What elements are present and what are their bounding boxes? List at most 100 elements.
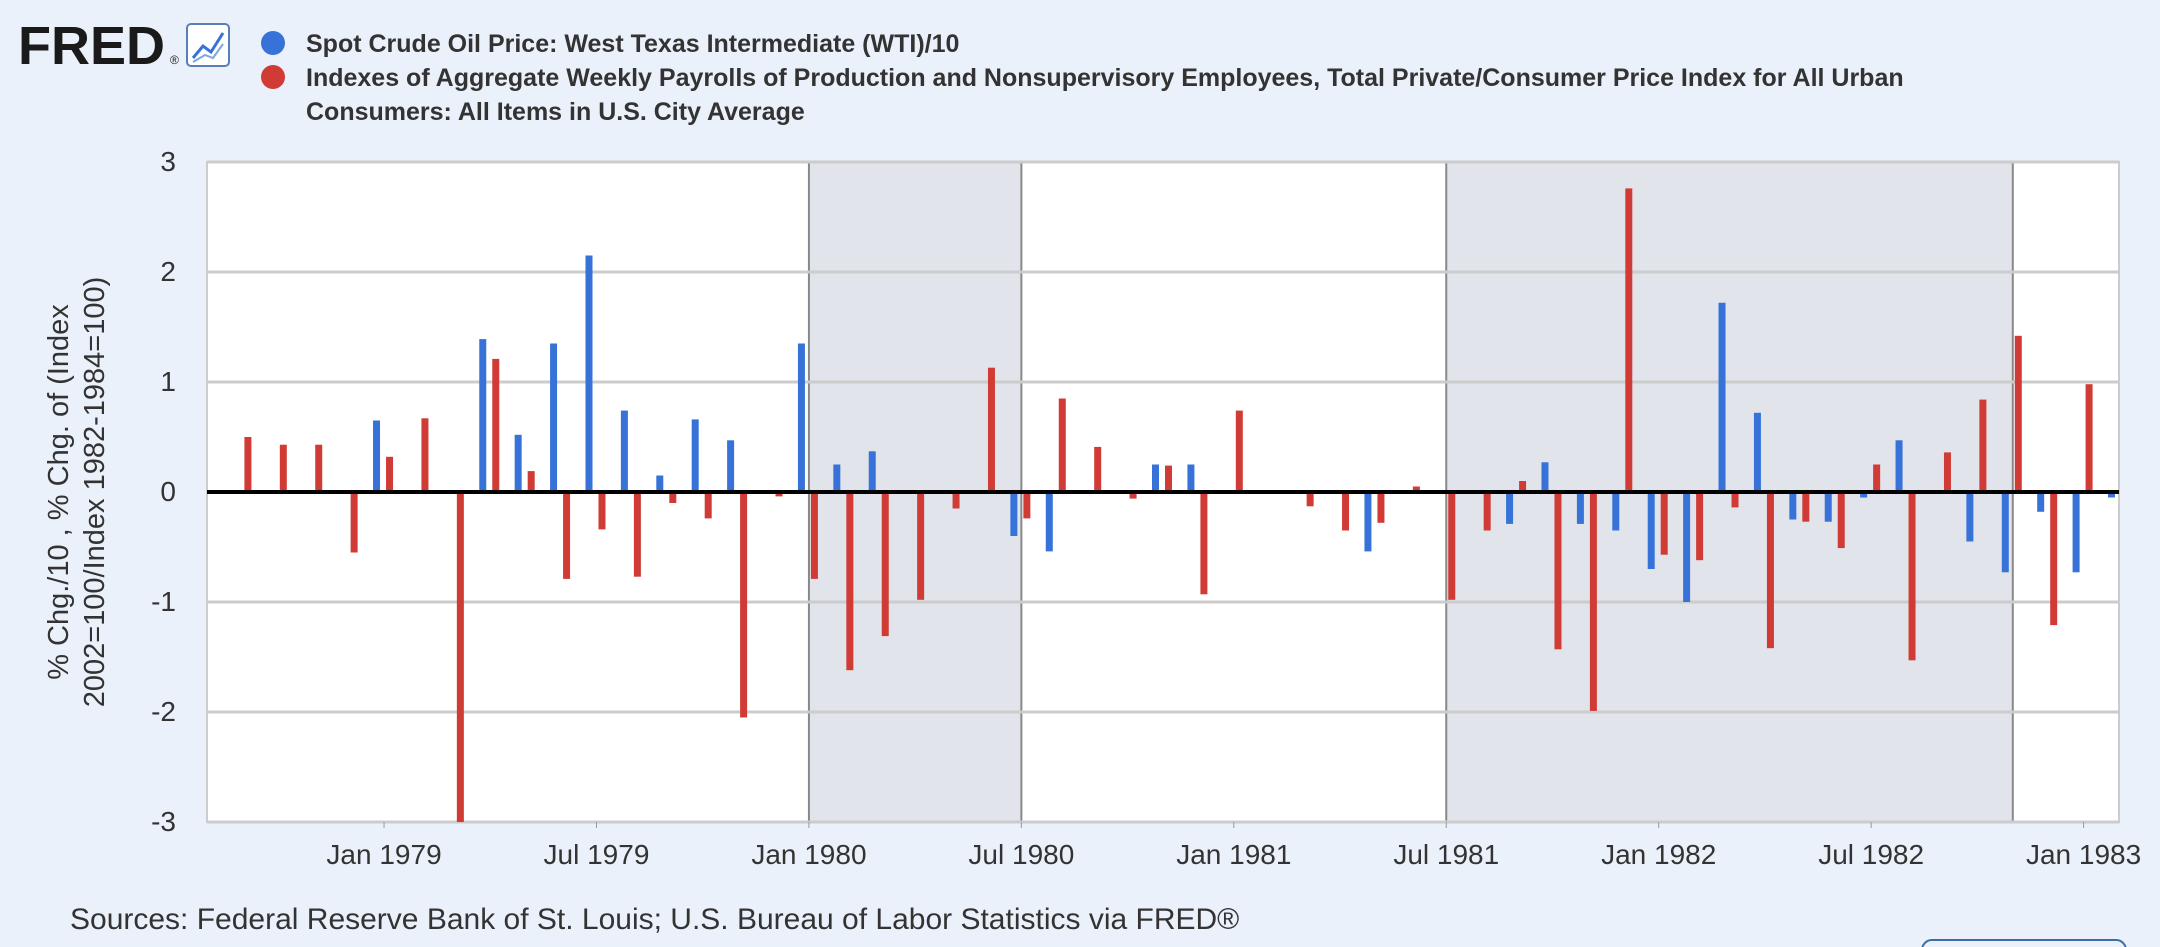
- bar-wti: [833, 464, 841, 492]
- bar-payrolls: [1483, 492, 1491, 531]
- bar-payrolls: [2050, 492, 2058, 626]
- bar-wti: [479, 339, 487, 492]
- bar-wti: [514, 434, 522, 492]
- bar-wti: [550, 343, 558, 492]
- legend: Spot Crude Oil Price: West Texas Interme…: [261, 30, 1904, 126]
- bar-payrolls: [952, 492, 960, 509]
- bar-payrolls: [881, 492, 889, 637]
- bar-payrolls: [386, 456, 394, 492]
- bar-payrolls: [1165, 465, 1172, 492]
- y-tick-label: 0: [160, 476, 176, 507]
- legend-label-wti: Spot Crude Oil Price: West Texas Interme…: [306, 30, 959, 58]
- y-tick-label: 3: [160, 146, 176, 177]
- bar-payrolls: [1377, 492, 1385, 523]
- bar-wti: [691, 419, 699, 492]
- bar-wti: [1647, 492, 1655, 569]
- fred-logo[interactable]: FRED ®: [18, 16, 179, 76]
- bar-wti: [1576, 492, 1584, 524]
- bar-wti: [1187, 464, 1195, 492]
- bar-wti: [2037, 492, 2045, 512]
- bar-payrolls: [1908, 492, 1916, 661]
- bar-payrolls: [1731, 492, 1739, 508]
- x-tick-label: Jan 1980: [751, 839, 866, 870]
- bar-payrolls: [1306, 492, 1314, 507]
- bar-payrolls: [1943, 452, 1951, 492]
- bar-wti: [868, 451, 876, 492]
- bar-payrolls: [244, 437, 252, 492]
- bar-payrolls: [563, 492, 571, 579]
- bar-payrolls: [1200, 492, 1208, 595]
- bar-payrolls: [2014, 335, 2022, 492]
- bar-payrolls: [846, 492, 854, 671]
- x-tick-label: Jul 1982: [1818, 839, 1924, 870]
- bar-payrolls: [1448, 492, 1456, 600]
- y-axis-ticks: 3 2 1 0 -1 -2 -3: [151, 146, 176, 837]
- bar-wti: [2108, 492, 2115, 498]
- bar-payrolls: [2085, 384, 2093, 492]
- legend-label-payrolls-line1: Indexes of Aggregate Weekly Payrolls of …: [306, 64, 1904, 92]
- bar-wti: [1824, 492, 1832, 522]
- bar-payrolls: [1519, 481, 1527, 492]
- bar-payrolls: [527, 471, 535, 492]
- bar-payrolls: [1696, 492, 1704, 561]
- x-tick-label: Jul 1979: [544, 839, 650, 870]
- bar-payrolls: [1979, 399, 1987, 492]
- bar-payrolls: [1235, 410, 1243, 492]
- bar-payrolls: [1589, 492, 1597, 711]
- x-tick-label: Jan 1982: [1601, 839, 1716, 870]
- bar-payrolls: [1660, 492, 1668, 555]
- bar-payrolls: [598, 492, 606, 530]
- bar-payrolls: [456, 492, 464, 822]
- bar-payrolls: [421, 418, 429, 492]
- bar-wti: [620, 410, 628, 492]
- legend-label-payrolls-line2: Consumers: All Items in U.S. City Averag…: [306, 98, 805, 126]
- gridlines: [207, 160, 2119, 824]
- y-tick-label: -1: [151, 586, 176, 617]
- bar-wti: [1152, 464, 1159, 492]
- bar-wti: [1895, 440, 1903, 492]
- bar-payrolls: [1023, 492, 1031, 519]
- bar-payrolls: [740, 492, 748, 718]
- bar-wti: [727, 440, 735, 492]
- bar-wti: [373, 420, 381, 492]
- bar-wti: [1010, 492, 1018, 536]
- bar-wti: [1364, 492, 1372, 552]
- bar-wti: [1753, 412, 1761, 492]
- bar-wti: [2072, 492, 2080, 573]
- bar-payrolls: [1554, 492, 1562, 650]
- bar-payrolls: [704, 492, 712, 519]
- y-tick-label: -3: [151, 806, 176, 837]
- bar-payrolls: [775, 492, 783, 497]
- bar-payrolls: [987, 367, 995, 492]
- bar-wti: [585, 255, 593, 492]
- footer-button-partial[interactable]: [1921, 939, 2127, 947]
- bar-wti: [1045, 492, 1053, 552]
- y-tick-label: 2: [160, 256, 176, 287]
- line-chart-icon[interactable]: [186, 23, 230, 67]
- fred-logo-mark: ®: [170, 53, 179, 67]
- bar-payrolls: [669, 492, 677, 503]
- bar-wti: [1506, 492, 1514, 524]
- bar-wti: [1612, 492, 1620, 531]
- bar-payrolls: [279, 444, 287, 492]
- fred-logo-text: FRED: [18, 16, 165, 76]
- bar-wti: [2001, 492, 2009, 573]
- bar-payrolls: [1129, 492, 1137, 499]
- bar-payrolls: [492, 358, 500, 492]
- bar-payrolls: [350, 492, 358, 553]
- bar-payrolls: [1873, 464, 1881, 492]
- x-tick-label: Jan 1979: [326, 839, 441, 870]
- bar-payrolls: [1342, 492, 1350, 531]
- legend-marker-wti: [261, 31, 285, 55]
- y-tick-label: 1: [160, 366, 176, 397]
- bar-payrolls: [810, 492, 818, 579]
- bar-payrolls: [1625, 188, 1633, 492]
- bar-payrolls: [1058, 398, 1066, 492]
- bar-payrolls: [1412, 486, 1420, 492]
- bar-payrolls: [1094, 446, 1102, 492]
- x-tick-label: Jul 1980: [968, 839, 1074, 870]
- bars: [244, 188, 2115, 822]
- legend-marker-payrolls: [261, 65, 285, 89]
- y-tick-label: -2: [151, 696, 176, 727]
